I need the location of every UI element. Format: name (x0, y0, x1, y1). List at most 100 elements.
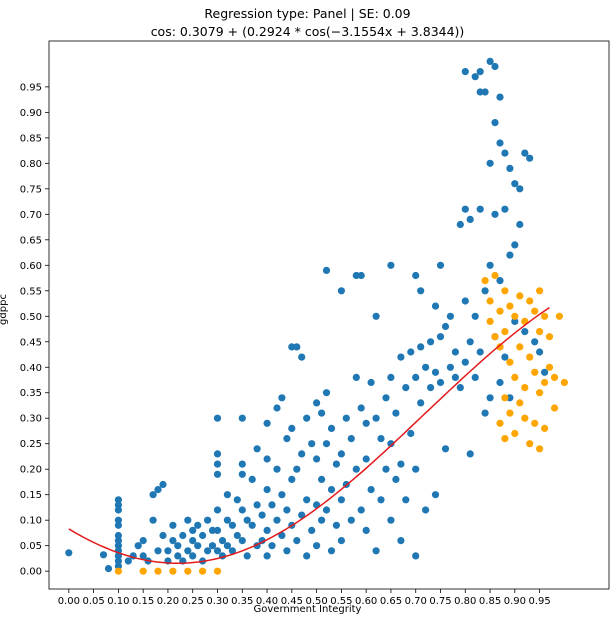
x-tick-label: 0.35 (231, 596, 253, 607)
data-point (204, 516, 212, 524)
data-point (189, 526, 197, 535)
data-point (521, 414, 529, 422)
data-point (114, 557, 122, 565)
data-point (382, 394, 390, 402)
data-point (298, 450, 306, 458)
data-point (481, 88, 489, 96)
data-point (461, 358, 469, 366)
data-point (496, 93, 504, 101)
data-point (511, 312, 519, 320)
data-point (476, 205, 484, 213)
data-point (387, 261, 395, 269)
y-tick-label: 0.95 (20, 82, 42, 93)
data-point (441, 322, 450, 331)
data-point (357, 506, 365, 514)
x-tick-label: 0.50 (305, 596, 327, 607)
x-tick-label: 0.00 (58, 596, 80, 607)
data-point (486, 159, 494, 167)
data-point (337, 287, 345, 295)
data-point (303, 552, 311, 560)
data-point (501, 287, 509, 295)
data-point (134, 542, 142, 550)
data-point (397, 537, 405, 545)
data-point (526, 353, 534, 361)
x-tick-label: 0.60 (355, 596, 377, 607)
data-point (347, 435, 355, 443)
data-point (293, 465, 301, 473)
data-point (278, 531, 286, 540)
data-point (263, 486, 271, 494)
data-point (352, 373, 360, 381)
data-point (114, 501, 122, 509)
data-point (278, 394, 286, 402)
data-point (466, 215, 474, 223)
data-point (506, 409, 514, 417)
y-tick-label: 0.20 (20, 465, 42, 476)
data-point (491, 271, 499, 280)
data-point (164, 547, 172, 555)
data-point (263, 419, 271, 427)
data-point (189, 552, 197, 560)
data-point (238, 414, 246, 422)
y-tick-label: 0.25 (20, 439, 42, 450)
data-point (461, 297, 469, 305)
data-point (367, 486, 375, 494)
data-point (471, 373, 479, 381)
data-point (481, 409, 489, 417)
x-tick-label: 0.10 (107, 596, 129, 607)
y-tick-label: 0.55 (20, 286, 42, 297)
data-point (436, 261, 445, 269)
data-point (283, 506, 291, 514)
data-point (298, 511, 306, 519)
data-point (213, 506, 222, 514)
data-point (308, 440, 316, 448)
data-point (139, 567, 147, 575)
data-point (446, 312, 454, 320)
data-point (486, 317, 494, 325)
data-point (417, 287, 425, 295)
data-point (114, 567, 122, 575)
data-point (377, 496, 385, 504)
data-point (506, 251, 514, 259)
data-point (521, 149, 529, 157)
data-point (541, 378, 549, 387)
data-point (412, 271, 420, 280)
data-point (501, 205, 509, 213)
data-point (516, 220, 524, 229)
data-point (377, 435, 385, 443)
data-point (501, 394, 509, 402)
data-point (213, 526, 222, 535)
data-point (481, 287, 489, 295)
data-point (213, 470, 222, 478)
data-point (337, 496, 345, 504)
data-point (496, 307, 504, 315)
data-point (387, 440, 395, 448)
data-point (253, 501, 261, 509)
data-point (545, 363, 554, 371)
data-point (382, 465, 390, 473)
data-point (303, 414, 311, 422)
y-tick-label: 0.70 (20, 210, 42, 221)
data-point (194, 542, 202, 550)
data-point (496, 343, 504, 351)
points-layer (65, 57, 569, 575)
data-point (402, 384, 410, 392)
y-tick-label: 0.85 (20, 133, 42, 144)
x-tick-label: 0.05 (82, 596, 104, 607)
data-point (283, 547, 291, 555)
data-point (318, 409, 326, 417)
x-tick-label: 0.15 (132, 596, 154, 607)
data-point (506, 164, 514, 172)
data-point (402, 496, 410, 504)
data-point (526, 297, 534, 305)
x-tick-label: 0.65 (380, 596, 402, 607)
data-point (431, 368, 440, 376)
y-tick-label: 0.80 (20, 159, 42, 170)
data-point (273, 516, 281, 524)
x-tick-label: 0.55 (330, 596, 352, 607)
y-tick-label: 0.65 (20, 235, 42, 246)
data-point (169, 567, 177, 575)
data-point (506, 394, 514, 402)
data-point (541, 368, 549, 376)
